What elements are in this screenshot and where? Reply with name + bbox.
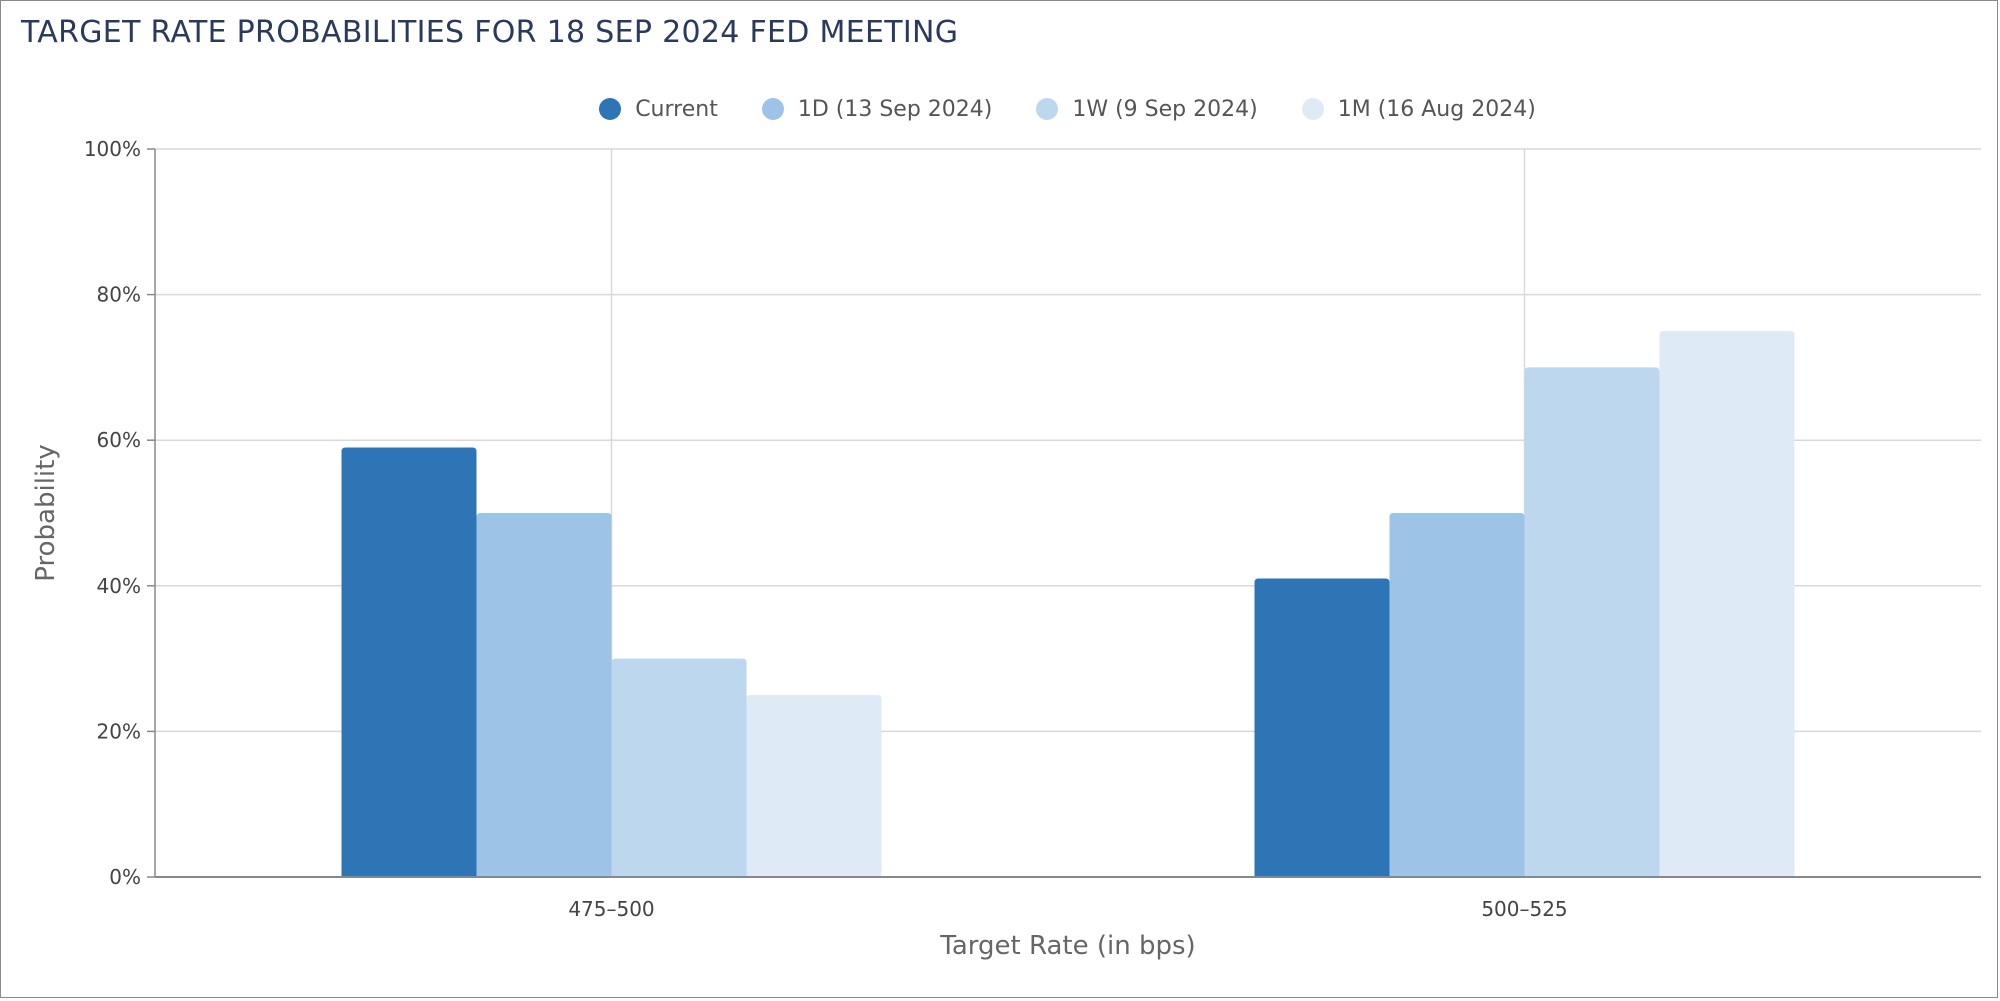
legend-swatch-1d — [761, 98, 784, 120]
bar — [1389, 513, 1525, 877]
legend-label-1m: 1M (16 Aug 2024) — [1337, 96, 1536, 122]
y-tick-label: 80% — [97, 283, 141, 307]
legend-item-current[interactable]: Current — [599, 97, 718, 122]
y-tick-label: 20% — [97, 719, 141, 743]
legend-swatch-1m — [1301, 98, 1324, 120]
y-tick-label: 0% — [109, 865, 141, 889]
legend-label-1d: 1D (13 Sep 2024) — [797, 96, 993, 122]
x-tick-label: 475–500 — [568, 897, 654, 921]
x-axis-title: Target Rate (in bps) — [939, 931, 1195, 961]
bar — [1254, 578, 1390, 877]
legend: Current 1D (13 Sep 2024) 1W (9 Sep 2024)… — [1, 93, 2000, 125]
bar — [476, 513, 612, 877]
bar — [611, 658, 747, 877]
legend-swatch-current — [599, 98, 622, 120]
bar — [746, 695, 882, 877]
y-tick-label: 40% — [97, 574, 141, 598]
bar — [341, 447, 477, 877]
legend-label-current: Current — [635, 96, 718, 122]
legend-item-1m[interactable]: 1M (16 Aug 2024) — [1301, 96, 1536, 122]
legend-label-1w: 1W (9 Sep 2024) — [1072, 96, 1258, 122]
chart-title: TARGET RATE PROBABILITIES FOR 18 SEP 202… — [21, 15, 959, 50]
bar — [1659, 331, 1795, 877]
y-axis-title: Probability — [31, 444, 61, 581]
legend-item-1d[interactable]: 1D (13 Sep 2024) — [761, 96, 993, 122]
x-tick-label: 500–525 — [1481, 897, 1567, 921]
bar — [1524, 367, 1660, 877]
legend-swatch-1w — [1036, 98, 1059, 120]
y-tick-label: 100% — [84, 137, 141, 161]
y-tick-label: 60% — [97, 428, 141, 452]
legend-item-1w[interactable]: 1W (9 Sep 2024) — [1036, 96, 1258, 122]
